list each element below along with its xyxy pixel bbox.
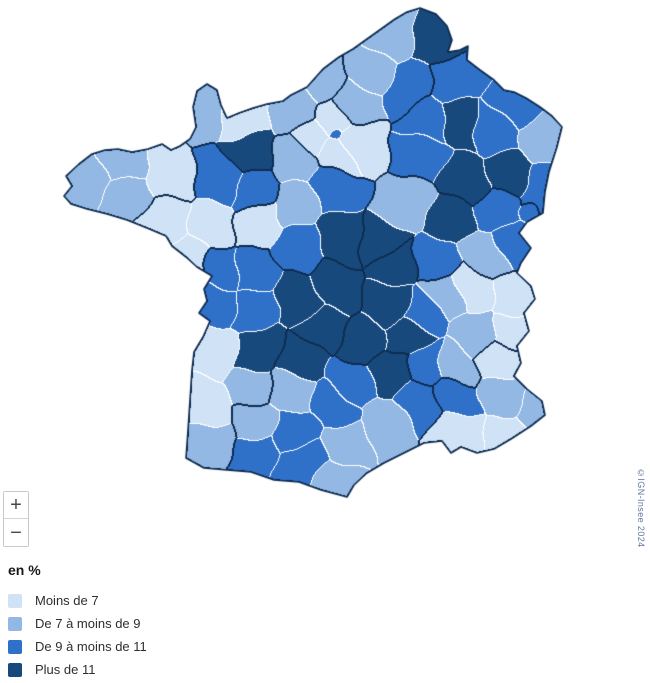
zoom-out-button[interactable]: −: [4, 519, 28, 546]
zoom-in-button[interactable]: +: [4, 492, 28, 519]
legend-item: De 9 à moins de 11: [8, 635, 147, 658]
zoom-controls: + −: [3, 491, 29, 547]
legend-swatch-class2: [8, 616, 22, 631]
legend-swatch-class1: [8, 593, 22, 608]
legend-swatch-class4: [8, 662, 22, 677]
legend-item: De 7 à moins de 9: [8, 612, 147, 635]
legend-item: Plus de 11: [8, 658, 147, 681]
legend-label-class4: Plus de 11: [35, 662, 96, 677]
legend-swatch-class3: [8, 639, 22, 654]
legend-label-class2: De 7 à moins de 9: [35, 616, 141, 631]
legend-label-class1: Moins de 7: [35, 593, 99, 608]
france-choropleth-map[interactable]: [0, 0, 650, 560]
legend: en % Moins de 7 De 7 à moins de 9 De 9 à…: [8, 562, 147, 681]
legend-title: en %: [8, 562, 41, 578]
map-attribution: ©IGN-Insee 2024: [636, 468, 646, 548]
legend-item: Moins de 7: [8, 589, 147, 612]
legend-label-class3: De 9 à moins de 11: [35, 639, 147, 654]
